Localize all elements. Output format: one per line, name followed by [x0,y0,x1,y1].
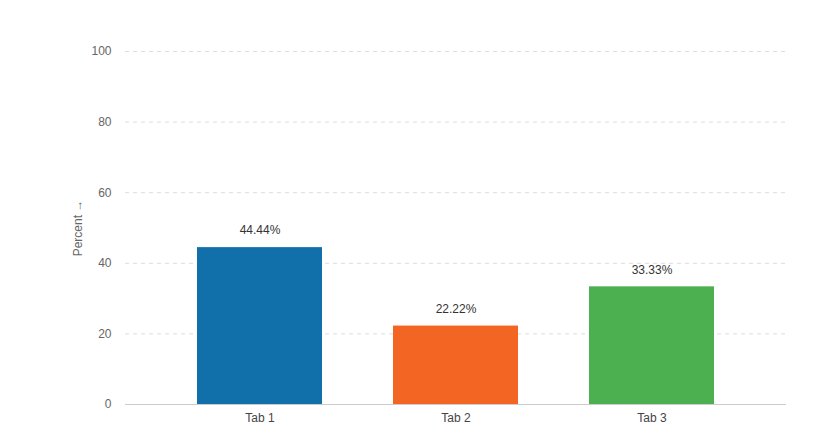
svg-text:20: 20 [98,327,112,341]
svg-text:Tab 3: Tab 3 [637,411,667,425]
svg-text:40: 40 [98,256,112,270]
svg-text:0: 0 [105,397,112,411]
svg-text:60: 60 [98,186,112,200]
svg-text:Tab 2: Tab 2 [441,411,471,425]
svg-text:33.33%: 33.33% [632,263,673,277]
svg-text:Percent →: Percent → [71,200,85,257]
svg-text:80: 80 [98,115,112,129]
svg-text:44.44%: 44.44% [240,223,281,237]
svg-text:100: 100 [91,44,111,58]
svg-text:Tab 1: Tab 1 [245,411,275,425]
svg-text:22.22%: 22.22% [436,302,477,316]
